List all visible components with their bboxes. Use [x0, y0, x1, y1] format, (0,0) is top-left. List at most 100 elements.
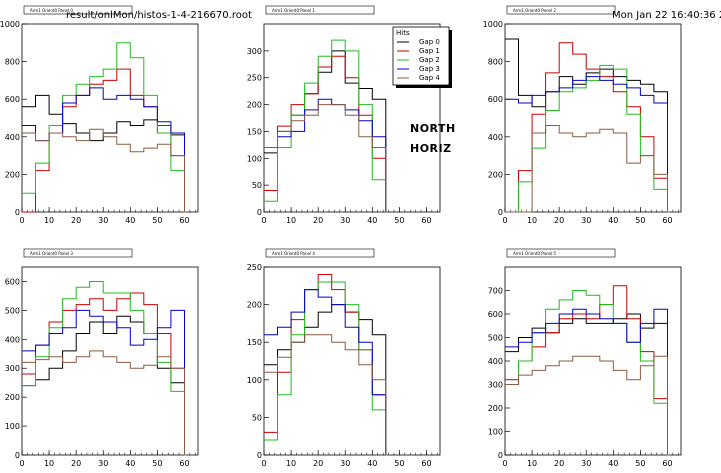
y-tick-label: 1000: [483, 20, 503, 29]
series-gap-0: [505, 313, 670, 456]
x-tick-label: 50: [394, 459, 404, 468]
plot-frame: [21, 266, 199, 456]
legend-box: [392, 26, 450, 86]
legend-entry: Gap 1: [419, 47, 440, 55]
y-tick-label: 0: [15, 451, 20, 460]
panel-title: Arm1 Orient0 Panel 3: [30, 251, 73, 256]
north-label: NORTH: [410, 122, 456, 135]
series-gap-4: [22, 128, 187, 213]
histogram-panel-3: Arm1 Orient0 Panel 30 10 20 30 40 50 600100200…: [5, 248, 199, 468]
series-gap-2: [264, 39, 388, 213]
series-gap-4: [22, 350, 187, 456]
x-tick-label: 30: [98, 216, 108, 225]
series-gap-3: [264, 289, 388, 456]
x-tick-label: 30: [98, 459, 108, 468]
series-gap-1: [22, 292, 187, 456]
x-tick-label: 60: [662, 216, 672, 225]
histogram-panel-5: Arm1 Orient0 Panel 50 10 20 30 40 50 600100200…: [488, 248, 682, 468]
x-tick-label: 0: [261, 459, 266, 468]
series-gap-0: [22, 315, 187, 456]
panel-title-box: [506, 248, 616, 258]
x-tick-label: 20: [554, 216, 564, 225]
y-tick-label: 300: [488, 381, 503, 390]
y-tick-label: 200: [488, 170, 503, 179]
legend-entry: Gap 3: [419, 65, 440, 73]
x-tick-label: 0: [502, 459, 507, 468]
y-tick-label: 250: [247, 263, 262, 272]
panel-title: Arm1 Orient0 Panel 2: [513, 8, 556, 13]
y-tick-label: 100: [5, 422, 20, 431]
series-gap-1: [505, 42, 670, 213]
x-tick-label: 20: [71, 459, 81, 468]
y-tick-label: 800: [488, 58, 503, 67]
y-tick-label: 100: [247, 154, 262, 163]
y-tick-label: 700: [488, 287, 503, 296]
histogram-panel-2: Arm1 Orient0 Panel 20 10 20 30 40 50 600200400…: [483, 5, 682, 225]
series-gap-2: [22, 42, 187, 213]
x-tick-label: 60: [421, 216, 431, 225]
series-gap-0: [505, 38, 670, 213]
panel-title: Arm1 Orient0 Panel 4: [272, 251, 315, 256]
series-gap-3: [505, 76, 670, 213]
x-tick-label: 10: [44, 216, 54, 225]
y-tick-label: 0: [498, 208, 503, 217]
y-tick-label: 600: [5, 95, 20, 104]
x-tick-label: 60: [662, 459, 672, 468]
y-tick-label: 200: [247, 301, 262, 310]
y-tick-label: 600: [488, 310, 503, 319]
y-tick-label: 100: [247, 376, 262, 385]
x-tick-label: 0: [261, 216, 266, 225]
timestamp: Mon Jan 22 16:40:36 2007: [612, 10, 721, 21]
series-gap-2: [264, 281, 388, 456]
x-tick-label: 30: [340, 216, 350, 225]
x-tick-label: 20: [554, 459, 564, 468]
x-tick-label: 40: [125, 216, 135, 225]
x-tick-label: 50: [635, 216, 645, 225]
x-tick-label: 40: [608, 216, 618, 225]
plot-frame: [263, 266, 441, 456]
x-tick-label: 30: [340, 459, 350, 468]
x-tick-label: 30: [581, 459, 591, 468]
y-tick-label: 400: [488, 357, 503, 366]
y-tick-label: 200: [488, 404, 503, 413]
panel-title-box: [506, 5, 616, 15]
y-tick-label: 400: [488, 133, 503, 142]
y-tick-label: 150: [247, 338, 262, 347]
histogram-panel-1: Arm1 Orient0 Panel 1 0 10 20 30 40 50 60 0 50 100 1…: [247, 5, 441, 225]
x-tick-label: 60: [421, 459, 431, 468]
legend-entry: Gap 4: [419, 74, 440, 82]
y-tick-label: 400: [5, 335, 20, 344]
x-tick-label: 50: [152, 216, 162, 225]
panel-title: Arm1 Orient0 Panel 5: [513, 251, 556, 256]
y-tick-label: 0: [498, 451, 503, 460]
panel-title-box: [23, 5, 133, 15]
series-gap-4: [505, 355, 670, 456]
legend-title: Hits: [396, 29, 410, 37]
x-tick-label: 50: [394, 216, 404, 225]
y-tick-label: 500: [5, 306, 20, 315]
x-tick-label: 40: [367, 216, 377, 225]
x-tick-label: 50: [635, 459, 645, 468]
series-gap-3: [264, 98, 388, 213]
panel-title: Arm1 Orient0 Panel 1: [272, 8, 315, 13]
series-gap-1: [505, 285, 670, 456]
x-tick-label: 40: [608, 459, 618, 468]
x-tick-label: 60: [179, 216, 189, 225]
series-gap-3: [505, 308, 670, 456]
panel-title-box: [265, 5, 375, 15]
y-tick-label: 0: [15, 208, 20, 217]
y-tick-label: 200: [5, 170, 20, 179]
panel-title-box: [265, 248, 375, 258]
y-tick-label: 250: [247, 74, 262, 83]
x-tick-label: 20: [71, 216, 81, 225]
y-tick-label: 400: [5, 133, 20, 142]
plot-frame: [21, 23, 199, 213]
x-tick-label: 0: [19, 459, 24, 468]
x-tick-label: 10: [527, 216, 537, 225]
y-tick-label: 1000: [0, 20, 20, 29]
x-tick-label: 50: [152, 459, 162, 468]
y-tick-label: 100: [488, 428, 503, 437]
y-tick-label: 600: [488, 95, 503, 104]
